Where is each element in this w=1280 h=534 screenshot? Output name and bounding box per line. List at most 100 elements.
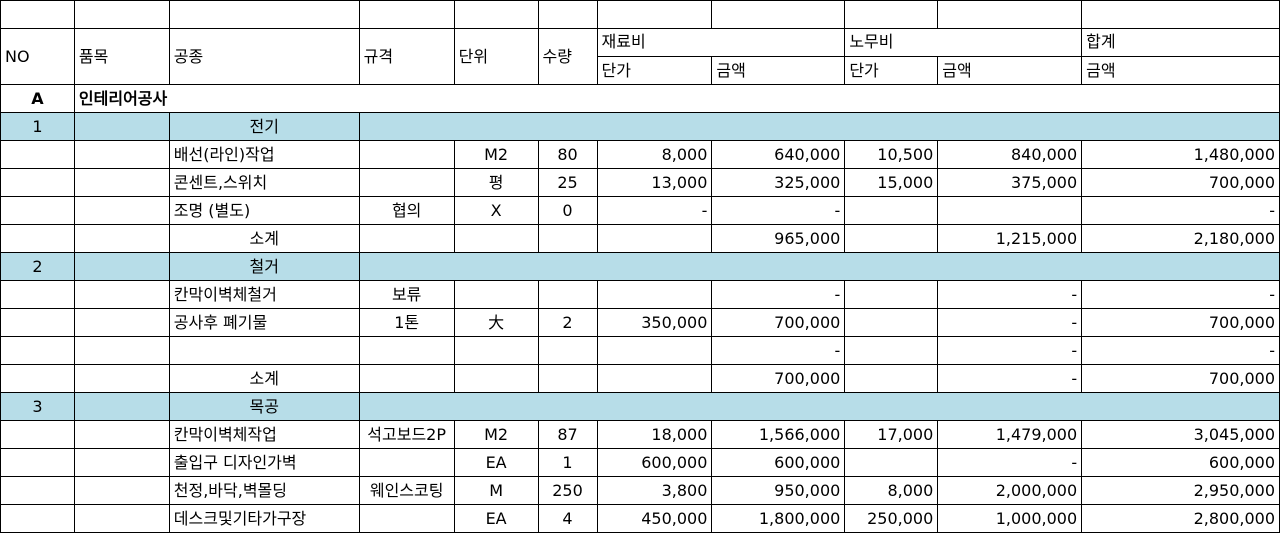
header-spec[interactable]: 규격 [358, 28, 455, 85]
header-no[interactable]: NO [0, 28, 75, 85]
cell-labor-amount[interactable]: 1,000,000 [937, 504, 1083, 533]
cell-trade[interactable]: 콘센트,스위치 [168, 168, 360, 197]
cell-unit[interactable]: M [453, 476, 539, 505]
cell-total-amount[interactable]: 700,000 [1081, 168, 1280, 197]
cell-material-unit-price[interactable]: 350,000 [596, 308, 713, 337]
cell-total-amount[interactable]: - [1081, 280, 1280, 309]
cell-spec[interactable]: 석고보드2P [358, 420, 455, 449]
cell-qty[interactable]: 1 [537, 448, 598, 477]
cell-labor-amount[interactable]: 840,000 [937, 140, 1083, 169]
cell-unit[interactable] [453, 280, 539, 309]
cell-trade[interactable]: 출입구 디자인가벽 [168, 448, 360, 477]
cell-material-amount[interactable]: 1,800,000 [711, 504, 846, 533]
cell-spec[interactable] [358, 504, 455, 533]
header-labor[interactable]: 노무비 [844, 28, 1083, 57]
section-band[interactable] [358, 252, 1280, 281]
cell-labor-amount[interactable]: 1,479,000 [937, 420, 1083, 449]
cell-labor-unit-price[interactable] [844, 336, 939, 365]
subtotal-total-amount[interactable]: 2,180,000 [1081, 224, 1280, 253]
header-labor-unit-price[interactable]: 단가 [844, 56, 939, 85]
header-material-amount[interactable]: 금액 [711, 56, 846, 85]
cell-labor-amount[interactable]: - [937, 336, 1083, 365]
section-no[interactable]: 1 [0, 112, 75, 141]
subtotal-labor-amount[interactable]: - [937, 364, 1083, 393]
cell-trade[interactable]: 공사후 폐기물 [168, 308, 360, 337]
cell-labor-unit-price[interactable] [844, 224, 939, 253]
cell-item[interactable] [73, 140, 170, 169]
cell-labor-unit-price[interactable]: 17,000 [844, 420, 939, 449]
cell-unit[interactable]: M2 [453, 140, 539, 169]
cell-material-unit-price[interactable]: 600,000 [596, 448, 713, 477]
cell-material-amount[interactable]: 950,000 [711, 476, 846, 505]
cell-spec[interactable] [358, 140, 455, 169]
cell-material-amount[interactable]: 1,566,000 [711, 420, 846, 449]
cell-no[interactable] [0, 140, 75, 169]
cell-qty[interactable]: 87 [537, 420, 598, 449]
cell-material-unit-price[interactable] [596, 224, 713, 253]
cell-total-amount[interactable]: 700,000 [1081, 308, 1280, 337]
cell-unit[interactable]: 평 [453, 168, 539, 197]
cell-item[interactable] [73, 280, 170, 309]
cell-labor-unit-price[interactable] [844, 280, 939, 309]
cell-item[interactable] [73, 168, 170, 197]
cell-labor-unit-price[interactable]: 15,000 [844, 168, 939, 197]
cell[interactable] [168, 0, 360, 29]
cell-trade[interactable] [168, 336, 360, 365]
section-no[interactable]: 3 [0, 392, 75, 421]
cell-spec[interactable] [358, 224, 455, 253]
cell-material-unit-price[interactable]: 13,000 [596, 168, 713, 197]
cell[interactable] [711, 0, 846, 29]
cell-labor-amount[interactable]: 375,000 [937, 168, 1083, 197]
cell-unit[interactable]: M2 [453, 420, 539, 449]
cell[interactable] [73, 0, 170, 29]
section-band[interactable] [358, 392, 1280, 421]
subtotal-material-amount[interactable]: 700,000 [711, 364, 846, 393]
section-band[interactable] [358, 112, 1280, 141]
cell-trade[interactable]: 조명 (별도) [168, 196, 360, 225]
cell-labor-unit-price[interactable] [844, 308, 939, 337]
cell-unit[interactable] [453, 364, 539, 393]
cell-no[interactable] [0, 364, 75, 393]
cell-material-unit-price[interactable]: 8,000 [596, 140, 713, 169]
cell-trade[interactable]: 배선(라인)작업 [168, 140, 360, 169]
cell-total-amount[interactable]: - [1081, 196, 1280, 225]
cell-trade[interactable]: 칸막이벽체작업 [168, 420, 360, 449]
section-no[interactable]: 2 [0, 252, 75, 281]
cell-labor-unit-price[interactable] [844, 196, 939, 225]
cell-trade[interactable]: 천정,바닥,벽몰딩 [168, 476, 360, 505]
cell-total-amount[interactable]: - [1081, 336, 1280, 365]
cell-labor-unit-price[interactable] [844, 364, 939, 393]
cell[interactable] [596, 0, 713, 29]
cell-qty[interactable] [537, 224, 598, 253]
cell-qty[interactable]: 25 [537, 168, 598, 197]
cell-material-amount[interactable]: - [711, 196, 846, 225]
cell-qty[interactable]: 4 [537, 504, 598, 533]
cell-item[interactable] [73, 196, 170, 225]
cell[interactable] [358, 0, 455, 29]
cell-item[interactable] [73, 224, 170, 253]
cell-labor-unit-price[interactable]: 8,000 [844, 476, 939, 505]
cell-spec[interactable] [358, 168, 455, 197]
subtotal-label[interactable]: 소계 [168, 224, 360, 253]
cell-item[interactable] [73, 504, 170, 533]
cell-spec[interactable] [358, 448, 455, 477]
cell-spec[interactable]: 1톤 [358, 308, 455, 337]
cell-material-unit-price[interactable] [596, 280, 713, 309]
header-material-unit-price[interactable]: 단가 [596, 56, 713, 85]
cell-qty[interactable]: 80 [537, 140, 598, 169]
header-item[interactable]: 품목 [73, 28, 170, 85]
header-material[interactable]: 재료비 [596, 28, 846, 57]
subtotal-label[interactable]: 소계 [168, 364, 360, 393]
cell-material-unit-price[interactable] [596, 364, 713, 393]
cell-labor-unit-price[interactable] [844, 448, 939, 477]
cell-no[interactable] [0, 224, 75, 253]
cell-item[interactable] [73, 476, 170, 505]
cell-material-unit-price[interactable]: 18,000 [596, 420, 713, 449]
cell-labor-amount[interactable]: - [937, 308, 1083, 337]
cell-unit[interactable] [453, 336, 539, 365]
cell-unit[interactable]: X [453, 196, 539, 225]
cell-qty[interactable] [537, 280, 598, 309]
cell-material-unit-price[interactable]: 3,800 [596, 476, 713, 505]
cell[interactable] [1081, 0, 1280, 29]
cell-material-amount[interactable]: 700,000 [711, 308, 846, 337]
